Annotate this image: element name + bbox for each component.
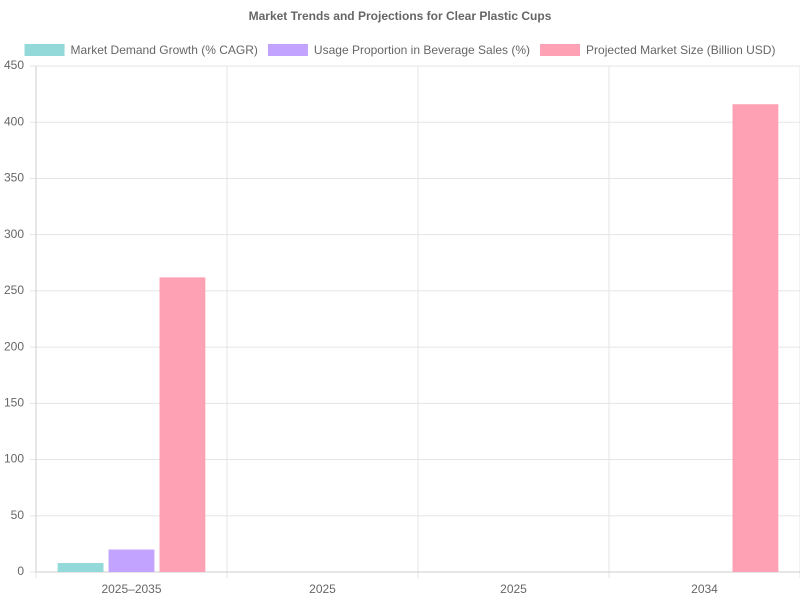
y-tick-label: 50 [11, 508, 25, 522]
x-tick-label: 2025 [500, 582, 527, 596]
legend-label: Usage Proportion in Beverage Sales (%) [314, 43, 530, 57]
y-tick-label: 400 [4, 114, 24, 128]
legend-label: Projected Market Size (Billion USD) [586, 43, 775, 57]
legend-swatch [540, 44, 581, 56]
x-tick-label: 2025 [309, 582, 336, 596]
y-tick-label: 200 [4, 339, 24, 353]
y-tick-label: 100 [4, 452, 24, 466]
bar [159, 277, 206, 572]
bar [57, 563, 104, 572]
y-tick-label: 300 [4, 227, 24, 241]
chart-title: Market Trends and Projections for Clear … [249, 9, 552, 23]
y-tick-label: 250 [4, 283, 24, 297]
x-tick-label: 2025–2035 [101, 582, 161, 596]
legend-swatch [267, 44, 308, 56]
y-tick-label: 450 [4, 58, 24, 72]
legend: Market Demand Growth (% CAGR) Usage Propo… [24, 43, 775, 57]
y-tick-label: 0 [17, 564, 24, 578]
legend-swatch [24, 44, 65, 56]
legend-label: Market Demand Growth (% CAGR) [71, 43, 258, 57]
y-tick-label: 350 [4, 171, 24, 185]
bar [732, 104, 779, 572]
y-tick-label: 150 [4, 396, 24, 410]
bar [108, 549, 155, 572]
x-tick-label: 2034 [691, 582, 718, 596]
